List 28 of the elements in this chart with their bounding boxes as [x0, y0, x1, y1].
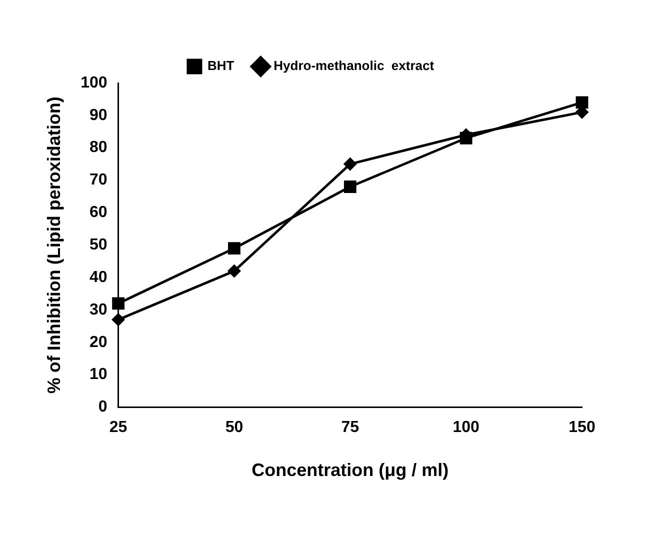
y-tick-label: 100 [80, 74, 108, 92]
x-tick-label: 150 [568, 419, 596, 436]
y-tick-label: 90 [90, 106, 108, 124]
y-tick-label: 10 [90, 366, 108, 384]
y-tick-label: 0 [98, 398, 108, 416]
y-tick-label: 80 [90, 139, 108, 156]
point [344, 158, 356, 170]
point [344, 180, 356, 193]
y-tick-label: 40 [90, 268, 108, 286]
y-tick-label: 60 [90, 204, 108, 222]
x-axis-title: Concentration (μg / ml) [252, 460, 449, 480]
y-tick-label: 50 [90, 236, 108, 254]
point [460, 132, 472, 144]
y-axis-title: % of Inhibition (Lipid peroxidation) [44, 96, 64, 394]
x-tick-label: 75 [341, 419, 360, 436]
x-tick-label: 100 [452, 419, 480, 436]
point [576, 96, 588, 109]
x-tick-label: 25 [109, 419, 128, 436]
point [228, 242, 240, 255]
legend-label: Hydro-methanolic extract [274, 58, 435, 74]
point [228, 264, 240, 278]
point [112, 297, 124, 310]
y-tick-label: 20 [90, 334, 108, 351]
point [112, 313, 125, 326]
y-tick-label: 70 [90, 172, 108, 189]
y-tick-label: 30 [90, 301, 108, 318]
x-tick-label: 50 [225, 419, 244, 436]
legend-label: BHT [207, 58, 234, 74]
